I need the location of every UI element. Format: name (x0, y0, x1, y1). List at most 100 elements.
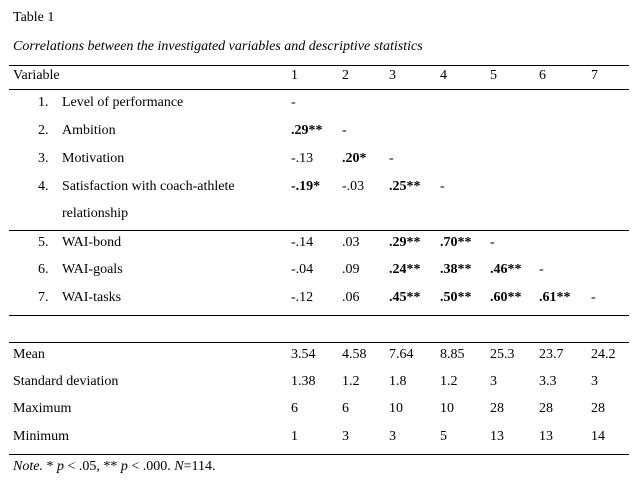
stat-cell: 3 (591, 374, 598, 389)
table-note: Note. * p < .05, ** p < .000. N=114. (13, 457, 216, 477)
correlation-cell: .46** (490, 262, 522, 277)
correlation-cell: - (539, 262, 544, 277)
note-text-1: * (42, 459, 57, 474)
correlation-cell: -.14 (291, 235, 314, 250)
stat-cell: 23.7 (539, 347, 564, 362)
correlation-cell: -.12 (291, 290, 314, 305)
variable-number: 7. (38, 290, 49, 305)
stat-cell: 3.3 (539, 374, 557, 389)
stat-cell: 1.2 (440, 374, 458, 389)
note-n-symbol: N (174, 459, 184, 474)
correlation-cell: - (591, 290, 596, 305)
variable-label: Ambition (62, 123, 116, 138)
note-text-3: < .000. (127, 459, 175, 474)
variable-label: Satisfaction with coach-athlete (62, 179, 235, 194)
note-text-2: < .05, ** (63, 459, 121, 474)
stat-label: Standard deviation (13, 374, 119, 389)
header-col-1: 1 (291, 68, 298, 83)
table-caption: Correlations between the investigated va… (13, 39, 423, 54)
note-rule (9, 454, 629, 455)
correlation-cell: -.13 (291, 151, 314, 166)
correlation-cell: .24** (389, 262, 421, 277)
correlation-cell: .25** (389, 179, 421, 194)
correlation-cell: .29** (291, 123, 323, 138)
correlation-cell: -.03 (342, 179, 365, 194)
stat-cell: 28 (490, 401, 504, 416)
stat-cell: 10 (440, 401, 454, 416)
correlation-cell: .29** (389, 235, 421, 250)
note-word: Note. (13, 459, 43, 474)
stat-cell: 24.2 (591, 347, 616, 362)
header-row: Variable 1 2 3 4 5 6 7 (0, 66, 637, 86)
correlation-cell: - (490, 235, 495, 250)
section-rule-top (9, 315, 629, 316)
stat-cell: 1.8 (389, 374, 407, 389)
stat-row: Maximum 6 6 10 10 28 28 28 (0, 399, 637, 419)
stat-label: Mean (13, 347, 45, 362)
stat-cell: 1.2 (342, 374, 360, 389)
stat-cell: 7.64 (389, 347, 414, 362)
stat-label: Minimum (13, 429, 70, 444)
correlation-cell: .50** (440, 290, 472, 305)
correlation-cell: .20* (342, 151, 367, 166)
stat-cell: 6 (291, 401, 298, 416)
stat-row: Standard deviation 1.38 1.2 1.8 1.2 3 3.3 3 (0, 372, 637, 392)
correlation-cell: -.19* (291, 179, 321, 194)
stat-cell: 13 (490, 429, 504, 444)
table-row: 1. Level of performance - (0, 93, 637, 113)
table-row-continuation: relationship (0, 204, 637, 224)
variable-number: 4. (38, 179, 49, 194)
correlation-cell: .61** (539, 290, 571, 305)
stat-cell: 28 (539, 401, 553, 416)
stat-cell: 4.58 (342, 347, 367, 362)
stat-cell: 25.3 (490, 347, 515, 362)
stat-cell: 3 (342, 429, 349, 444)
table-label: Table 1 (13, 10, 55, 25)
variable-number: 3. (38, 151, 49, 166)
header-col-6: 6 (539, 68, 546, 83)
stat-cell: 8.85 (440, 347, 465, 362)
stat-cell: 1.38 (291, 374, 316, 389)
correlation-cell: - (389, 151, 394, 166)
correlation-cell: .09 (342, 262, 360, 277)
variable-number: 2. (38, 123, 49, 138)
correlation-cell: - (440, 179, 445, 194)
variable-number: 1. (38, 95, 49, 110)
header-col-3: 3 (389, 68, 396, 83)
header-variable: Variable (13, 68, 60, 83)
top-rule (9, 65, 629, 66)
correlation-cell: .70** (440, 235, 472, 250)
stat-label: Maximum (13, 401, 72, 416)
variable-label: Motivation (62, 151, 125, 166)
correlation-cell: - (342, 123, 347, 138)
stat-cell: 6 (342, 401, 349, 416)
correlation-cell: .45** (389, 290, 421, 305)
table-row: 5. WAI-bond -.14 .03 .29** .70** - (0, 233, 637, 253)
stat-cell: 28 (591, 401, 605, 416)
variable-label: WAI-goals (62, 262, 123, 277)
stat-cell: 14 (591, 429, 605, 444)
stat-cell: 5 (440, 429, 447, 444)
correlation-cell: .38** (440, 262, 472, 277)
correlation-cell: -.04 (291, 262, 314, 277)
variable-number: 6. (38, 262, 49, 277)
correlation-cell: .06 (342, 290, 360, 305)
table-row: 3. Motivation -.13 .20* - (0, 149, 637, 169)
note-text-4: =114. (183, 459, 216, 474)
header-rule (9, 89, 629, 90)
variable-label: Level of performance (62, 95, 184, 110)
header-col-5: 5 (490, 68, 497, 83)
table-row: 2. Ambition .29** - (0, 121, 637, 141)
stat-cell: 10 (389, 401, 403, 416)
note-p-symbol: p (120, 459, 128, 474)
stat-cell: 1 (291, 429, 298, 444)
stat-cell: 13 (539, 429, 553, 444)
correlation-cell: .60** (490, 290, 522, 305)
table-row: 6. WAI-goals -.04 .09 .24** .38** .46** - (0, 260, 637, 280)
table-row: 7. WAI-tasks -.12 .06 .45** .50** .60** .61** - (0, 288, 637, 308)
header-col-7: 7 (591, 68, 598, 83)
note-p-symbol: p (56, 459, 64, 474)
variable-number: 5. (38, 235, 49, 250)
stat-cell: 3 (389, 429, 396, 444)
stat-cell: 3.54 (291, 347, 316, 362)
